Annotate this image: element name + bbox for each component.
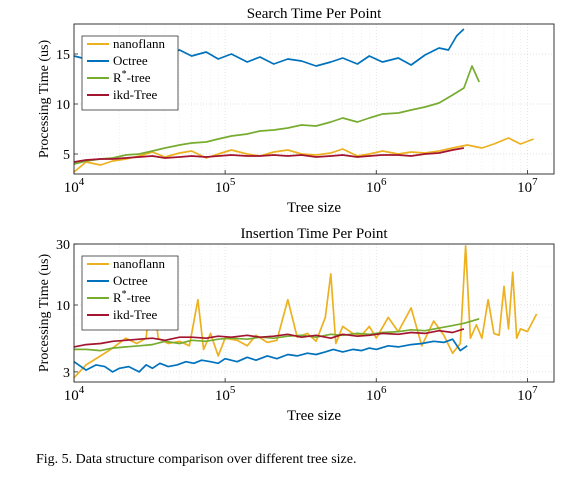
legend-label: nanoflann	[113, 256, 165, 271]
chart-2: 104 105 106 107 3 10 30 Insertion Time Per Poin…	[37, 226, 555, 424]
legend-label: nanoflann	[113, 36, 165, 51]
y-tick-label: 15	[56, 48, 70, 63]
legend-box	[81, 35, 179, 111]
y-tick-label: 30	[56, 238, 70, 253]
axes-frame	[73, 243, 555, 383]
chart-title: Search Time Per Point	[247, 6, 382, 22]
chart-title: Insertion Time Per Point	[240, 226, 388, 242]
x-tick-label: 107	[517, 176, 538, 196]
y-tick-label: 10	[56, 98, 70, 113]
legend-label: ikd-Tree	[113, 87, 158, 102]
series-line-rtree	[73, 65, 480, 165]
series-line-ikdtree	[73, 328, 465, 348]
figure-caption: Fig. 5. Data structure comparison over d…	[36, 452, 357, 467]
series-line-nanoflann	[73, 137, 534, 173]
legend-box	[81, 255, 179, 331]
y-axis-label: Processing Time (us)	[37, 40, 52, 159]
y-tick-label: 10	[56, 299, 70, 314]
x-tick-label: 104	[64, 176, 85, 196]
x-tick-label: 104	[64, 384, 85, 404]
x-axis-label: Tree size	[287, 200, 341, 216]
series-line-rtree	[74, 317, 480, 352]
x-tick-label: 105	[215, 176, 236, 196]
figure: 104 105 106 107 5 10 15 Search Time Per Point Tr…	[37, 6, 555, 424]
series-line-octree	[73, 338, 468, 373]
legend-label: Octree	[113, 273, 148, 288]
y-tick-label: 3	[63, 366, 70, 381]
legend-label: R*-tree	[113, 69, 151, 85]
x-tick-label: 106	[366, 176, 387, 196]
axes-frame	[73, 23, 555, 175]
chart-1: 104 105 106 107 5 10 15 Search Time Per Point Tr…	[37, 6, 555, 216]
x-axis-label: Tree size	[287, 408, 341, 424]
series-line-nanoflann	[73, 245, 538, 379]
legend-label: ikd-Tree	[113, 307, 158, 322]
x-tick-label: 105	[215, 384, 236, 404]
x-tick-label: 106	[366, 384, 387, 404]
y-tick-label: 5	[63, 148, 70, 163]
legend-label: R*-tree	[113, 289, 151, 305]
series-line-ikdtree	[73, 147, 465, 163]
x-tick-label: 107	[517, 384, 538, 404]
y-axis-label: Processing Time (us)	[37, 254, 52, 373]
legend-label: Octree	[113, 53, 148, 68]
